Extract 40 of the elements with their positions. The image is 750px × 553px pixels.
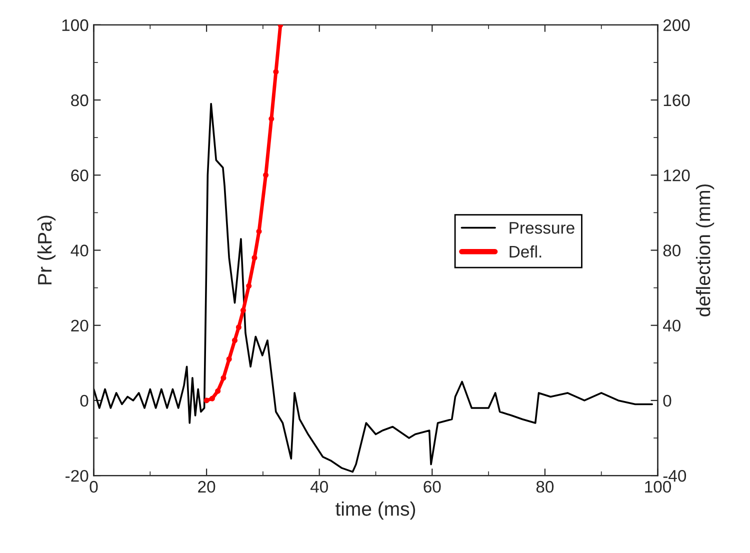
point (246, 283, 252, 289)
point (209, 396, 215, 402)
point (268, 116, 274, 122)
x-tick-label: 100 (645, 480, 672, 493)
y-tick-label: 20 (71, 320, 88, 332)
line-series (94, 102, 654, 473)
point (232, 338, 238, 344)
point (220, 375, 226, 381)
x-tick-label: 20 (198, 480, 216, 493)
x-axis-title: time (ms) (336, 502, 416, 520)
x-tick-label: 40 (310, 480, 328, 493)
y-tick-label: 80 (71, 94, 88, 106)
x-tick-label: 80 (536, 480, 554, 493)
y-tick-label: -20 (66, 470, 88, 482)
y2-tick-label: -40 (663, 470, 686, 482)
y-tick-label: 40 (70, 244, 88, 256)
x-tick-label: 60 (424, 480, 441, 493)
y-tick-label: 0 (80, 394, 88, 407)
y2-tick-label: 200 (663, 19, 690, 32)
legend-label: Pressure (510, 222, 574, 234)
point (236, 324, 242, 330)
y2-tick-label: 120 (664, 170, 690, 182)
point (273, 69, 279, 75)
y2-axis-title: deflection (mm) (696, 184, 714, 316)
point (252, 254, 258, 261)
point (215, 388, 221, 394)
x-tick-label: 0 (90, 480, 98, 493)
legend-label: Defl. (510, 245, 542, 258)
y2-tick-label: 160 (664, 94, 690, 106)
point (204, 398, 210, 404)
point (256, 228, 262, 234)
y-tick-label: 60 (71, 170, 88, 182)
point (226, 356, 232, 362)
point (240, 308, 246, 314)
y2-tick-label: 0 (663, 394, 672, 407)
y2-tick-label: 80 (663, 244, 680, 256)
point (262, 172, 269, 178)
y2-tick-label: 40 (662, 320, 680, 332)
y-axis-title: Pr (kPa) (37, 216, 56, 284)
y-tick-label: 100 (62, 19, 88, 32)
